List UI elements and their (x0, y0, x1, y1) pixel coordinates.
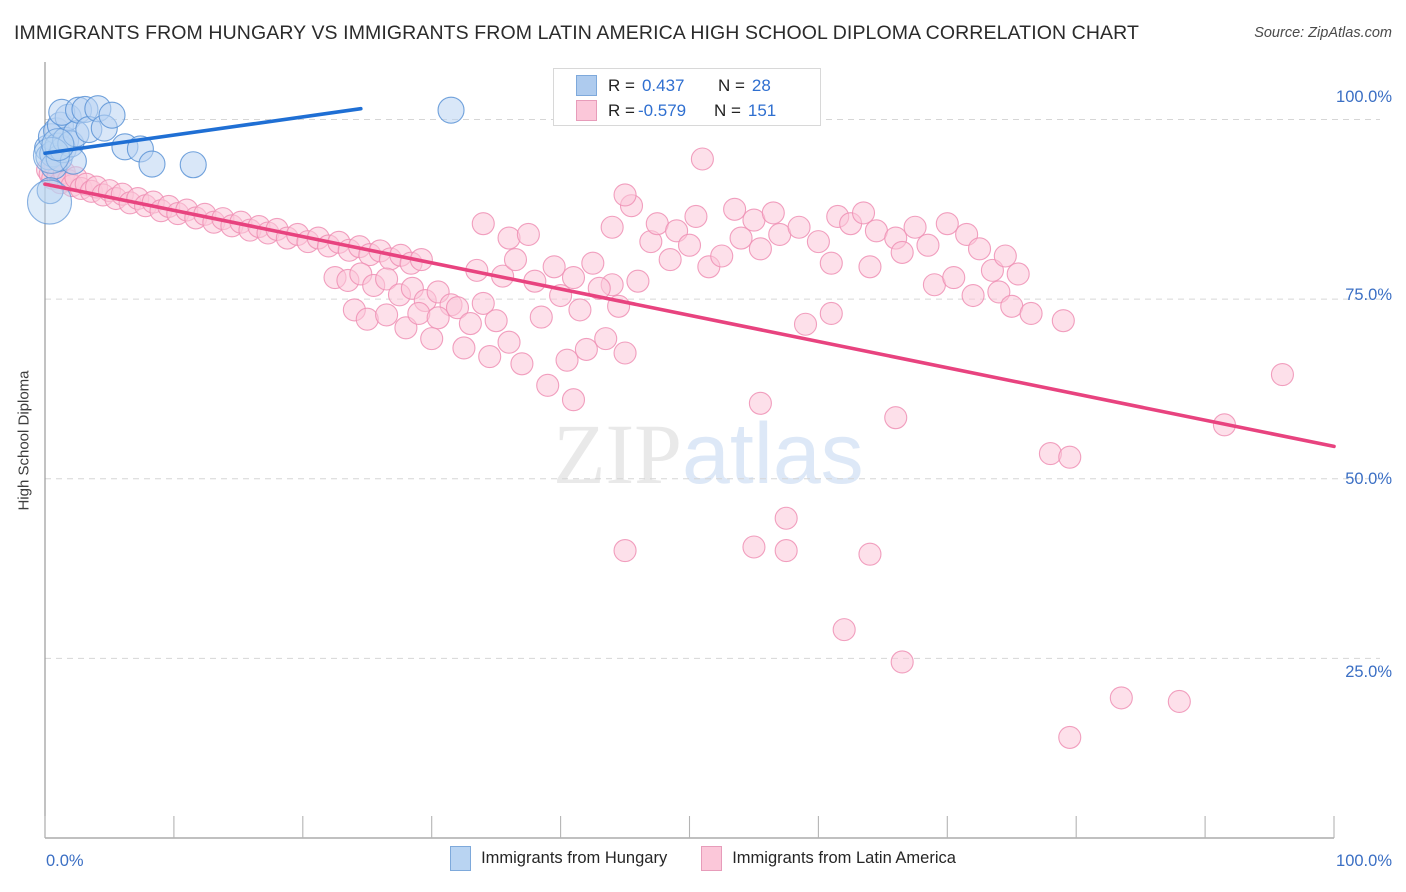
n-value-hungary: 28 (751, 75, 771, 95)
page-title: IMMIGRANTS FROM HUNGARY VS IMMIGRANTS FR… (14, 22, 1139, 44)
legend-label-hungary: Immigrants from Hungary (481, 849, 668, 867)
legend-item-latin-america[interactable]: Immigrants from Latin America (701, 846, 956, 871)
series-legend: Immigrants from Hungary Immigrants from … (0, 846, 1406, 871)
r-label-hungary: R = (608, 75, 635, 95)
legend-item-hungary[interactable]: Immigrants from Hungary (450, 846, 667, 871)
y-tick-25: 25.0% (1345, 663, 1392, 681)
x-tick-max: 100.0% (1336, 852, 1392, 870)
axis-lines (44, 62, 1334, 839)
correlation-stats-legend: R = 0.437 N = 28 R = -0.579 N = 151 (553, 68, 821, 126)
trend-lines (43, 106, 1336, 449)
legend-swatch-hungary (576, 75, 597, 96)
n-label-latin-america: N = (713, 100, 741, 120)
scatter-points-hungary (26, 95, 465, 225)
x-axis-ticks (44, 816, 1335, 838)
r-label-latin-america: R = (608, 100, 635, 120)
x-tick-min: 0.0% (46, 852, 84, 870)
legend-label-latin-america: Immigrants from Latin America (732, 849, 956, 867)
legend-color-box-hungary (450, 846, 472, 871)
legend-swatch-latin-america (576, 100, 597, 121)
r-value-latin-america: -0.579 (637, 100, 687, 120)
y-tick-75: 75.0% (1345, 286, 1392, 304)
r-value-hungary: 0.437 (641, 75, 685, 95)
n-value-latin-america: 151 (747, 100, 777, 120)
n-label-hungary: N = (717, 75, 745, 95)
source-attribution: Source: ZipAtlas.com (1254, 25, 1392, 41)
stats-row-latin-america: R = -0.579 N = 151 (576, 98, 820, 123)
stats-row-hungary: R = 0.437 N = 28 (576, 73, 820, 98)
y-tick-50: 50.0% (1345, 470, 1392, 488)
gridlines (45, 118, 1380, 659)
legend-color-box-latin-america (701, 846, 723, 871)
y-tick-100: 100.0% (1336, 88, 1392, 106)
